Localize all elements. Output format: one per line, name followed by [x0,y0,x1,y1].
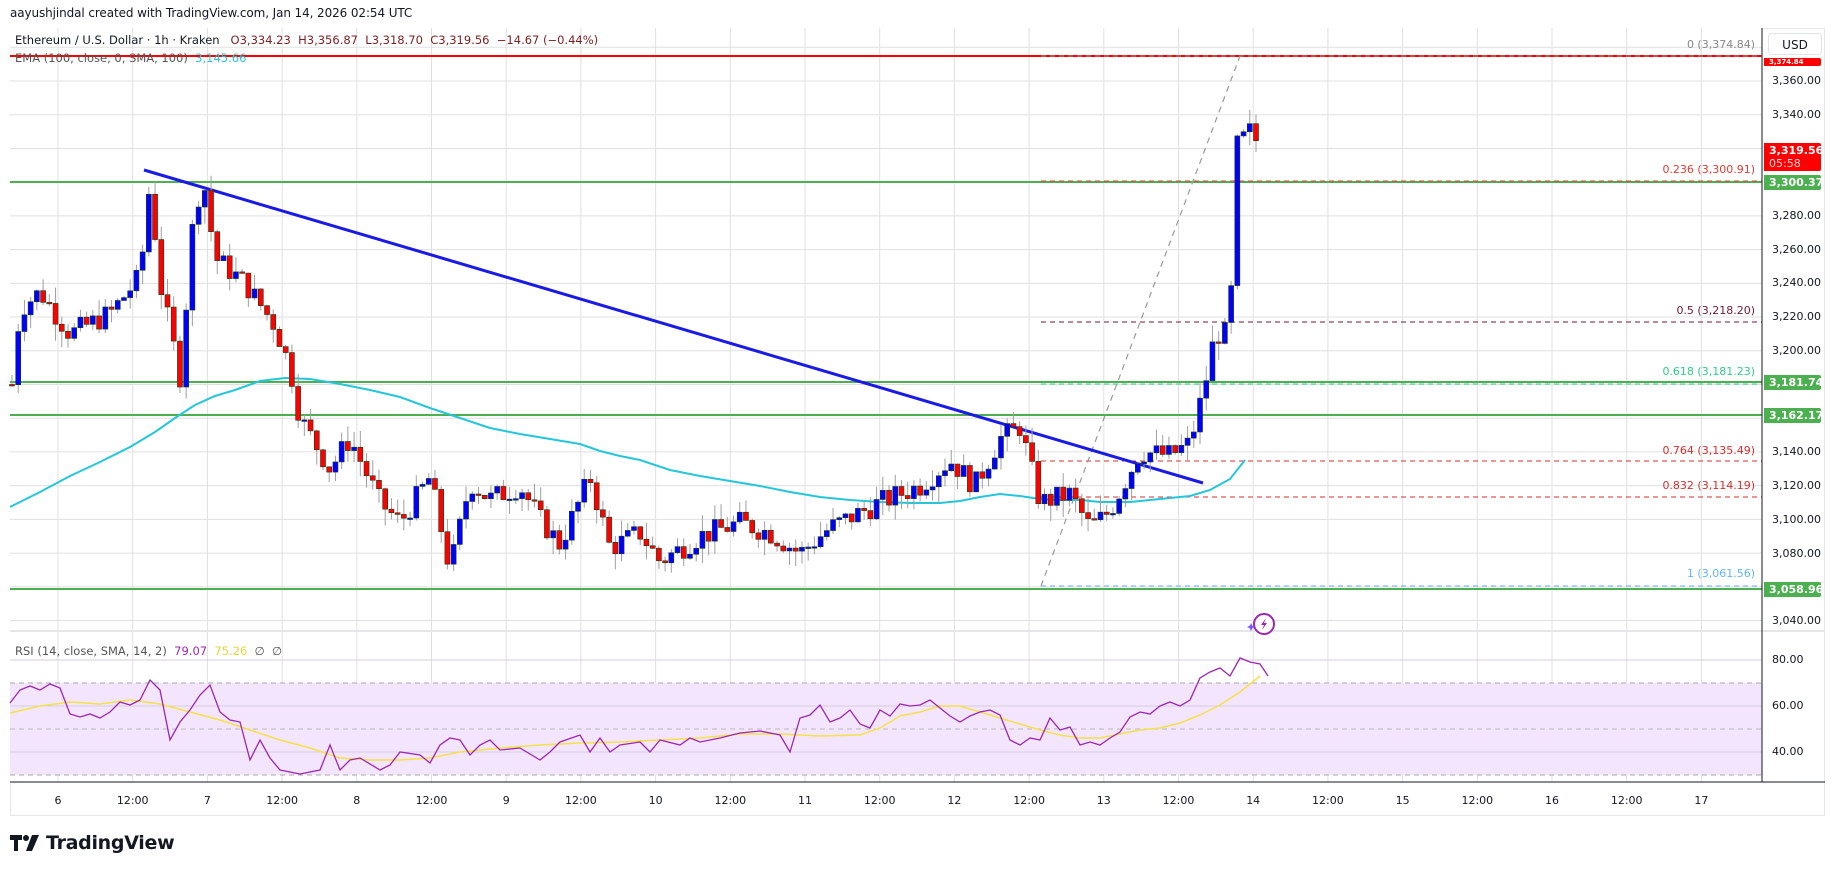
ohlc-open: O3,334.23 [230,33,291,47]
fib-retracement[interactable] [1040,55,1762,587]
price-axis-label: 3,360.00 [1772,74,1821,87]
fib-label-05: 0.5 (3,218.20) [1676,304,1755,317]
support-tag-4: 3,058.96 [1764,582,1823,597]
vertical-gridlines [57,28,1702,782]
rsi-value: 79.07 [174,644,208,658]
resistance-price-tag: 3,374.84 [1764,58,1821,66]
time-axis-label: 9 [502,794,510,807]
fib-label-0832: 0.832 (3,114.19) [1662,479,1755,492]
price-axis-label: 3,200.00 [1772,344,1821,357]
rsi-line [9,657,1269,775]
tradingview-logo-text: TradingView [46,832,175,854]
ohlc-change: −14.67 (−0.44%) [496,33,599,47]
time-axis-label: 8 [353,794,361,807]
time-axis-label: 12:00 [266,794,298,807]
symbol-legend[interactable]: Ethereum / U.S. Dollar · 1h · Kraken O3,… [15,33,598,47]
current-price: 3,319.56 [1769,144,1824,157]
tradingview-logo[interactable]: TradingView [10,832,175,854]
fib-label-0236: 0.236 (3,300.91) [1662,163,1755,176]
currency-button[interactable]: USD [1768,33,1822,55]
fib-label-1: 1 (3,061.56) [1686,567,1755,580]
time-axis-label: 10 [648,794,663,807]
rsi-label: RSI (14, close, SMA, 14, 2) [15,644,167,658]
ema-legend[interactable]: EMA (100, close, 0, SMA, 100) 3,145.66 [15,51,246,65]
ohlc-high: H3,356.87 [298,33,358,47]
price-axis-label: 3,340.00 [1772,108,1821,121]
time-axis-label: 12:00 [1013,794,1045,807]
support-tag-3: 3,162.17 [1764,408,1823,423]
support-tag-1: 3,300.37 [1764,175,1823,190]
price-axis-label: 3,220.00 [1772,310,1821,323]
time-axis-label: 12:00 [415,794,448,807]
ema-line[interactable] [9,376,1246,508]
time-axis-label: 7 [203,794,211,807]
rsi-axis-label: 40.00 [1772,745,1804,758]
rsi-legend[interactable]: RSI (14, close, SMA, 14, 2) 79.07 75.26 … [15,644,282,658]
bar-countdown: 05:58 [1769,157,1801,170]
rsi-sma-value: 75.26 [214,644,248,658]
rsi-sma-line [9,675,1261,761]
ema-label: EMA (100, close, 0, SMA, 100) [15,51,188,65]
tradingview-logo-icon [10,835,39,851]
price-axis-label: 3,120.00 [1772,479,1821,492]
time-axis-label: 16 [1545,794,1559,807]
credit-line: aayushjindal created with TradingView.co… [10,6,413,20]
rsi-axis-label: 80.00 [1772,653,1804,666]
rsi-extra-1: ∅ [254,644,265,658]
time-axis-label: 12:00 [1610,794,1643,807]
time-axis-label: 12 [947,794,962,807]
rsi-axis-label: 60.00 [1772,699,1804,712]
trendline[interactable] [143,168,1204,485]
price-axis-label: 3,040.00 [1772,614,1821,627]
ohlc-low: L3,318.70 [365,33,423,47]
symbol-name: Ethereum / U.S. Dollar · 1h · Kraken [15,33,220,47]
price-axis-label: 3,100.00 [1772,513,1821,526]
time-axis-label: 12:00 [1162,794,1195,807]
time-axis-label: 12:00 [714,794,747,807]
time-axis-label: 12:00 [1461,794,1494,807]
price-axis-label: 3,240.00 [1772,276,1821,289]
price-axis-label: 3,140.00 [1772,445,1821,458]
time-axis-label: 14 [1246,794,1261,807]
time-axis-label: 13 [1096,794,1111,807]
fib-label-0: 0 (3,374.84) [1686,38,1755,51]
rsi-extra-2: ∅ [272,644,283,658]
support-tag-2: 3,181.74 [1764,375,1823,390]
current-price-tag: 3,319.56 05:58 [1764,143,1824,171]
ohlc-close: C3,319.56 [430,33,490,47]
time-axis-label: 12:00 [1312,794,1344,807]
price-axis-label: 3,280.00 [1772,209,1821,222]
fib-label-0764: 0.764 (3,135.49) [1662,444,1755,457]
ema-value: 3,145.66 [195,51,247,65]
lightning-alert-icon[interactable] [1247,613,1275,635]
time-axis-label: 6 [54,794,62,807]
time-axis-label: 12:00 [565,794,597,807]
time-axis-label: 12:00 [116,794,149,807]
time-axis-label: 17 [1694,794,1709,807]
price-axis-label: 3,260.00 [1772,243,1821,256]
candlestick-series[interactable] [9,110,1259,573]
time-axis-label: 12:00 [863,794,896,807]
price-axis-label: 3,080.00 [1772,547,1821,560]
time-axis-label: 11 [798,794,812,807]
time-axis-label: 15 [1395,794,1410,807]
fib-label-0618: 0.618 (3,181.23) [1662,365,1755,378]
